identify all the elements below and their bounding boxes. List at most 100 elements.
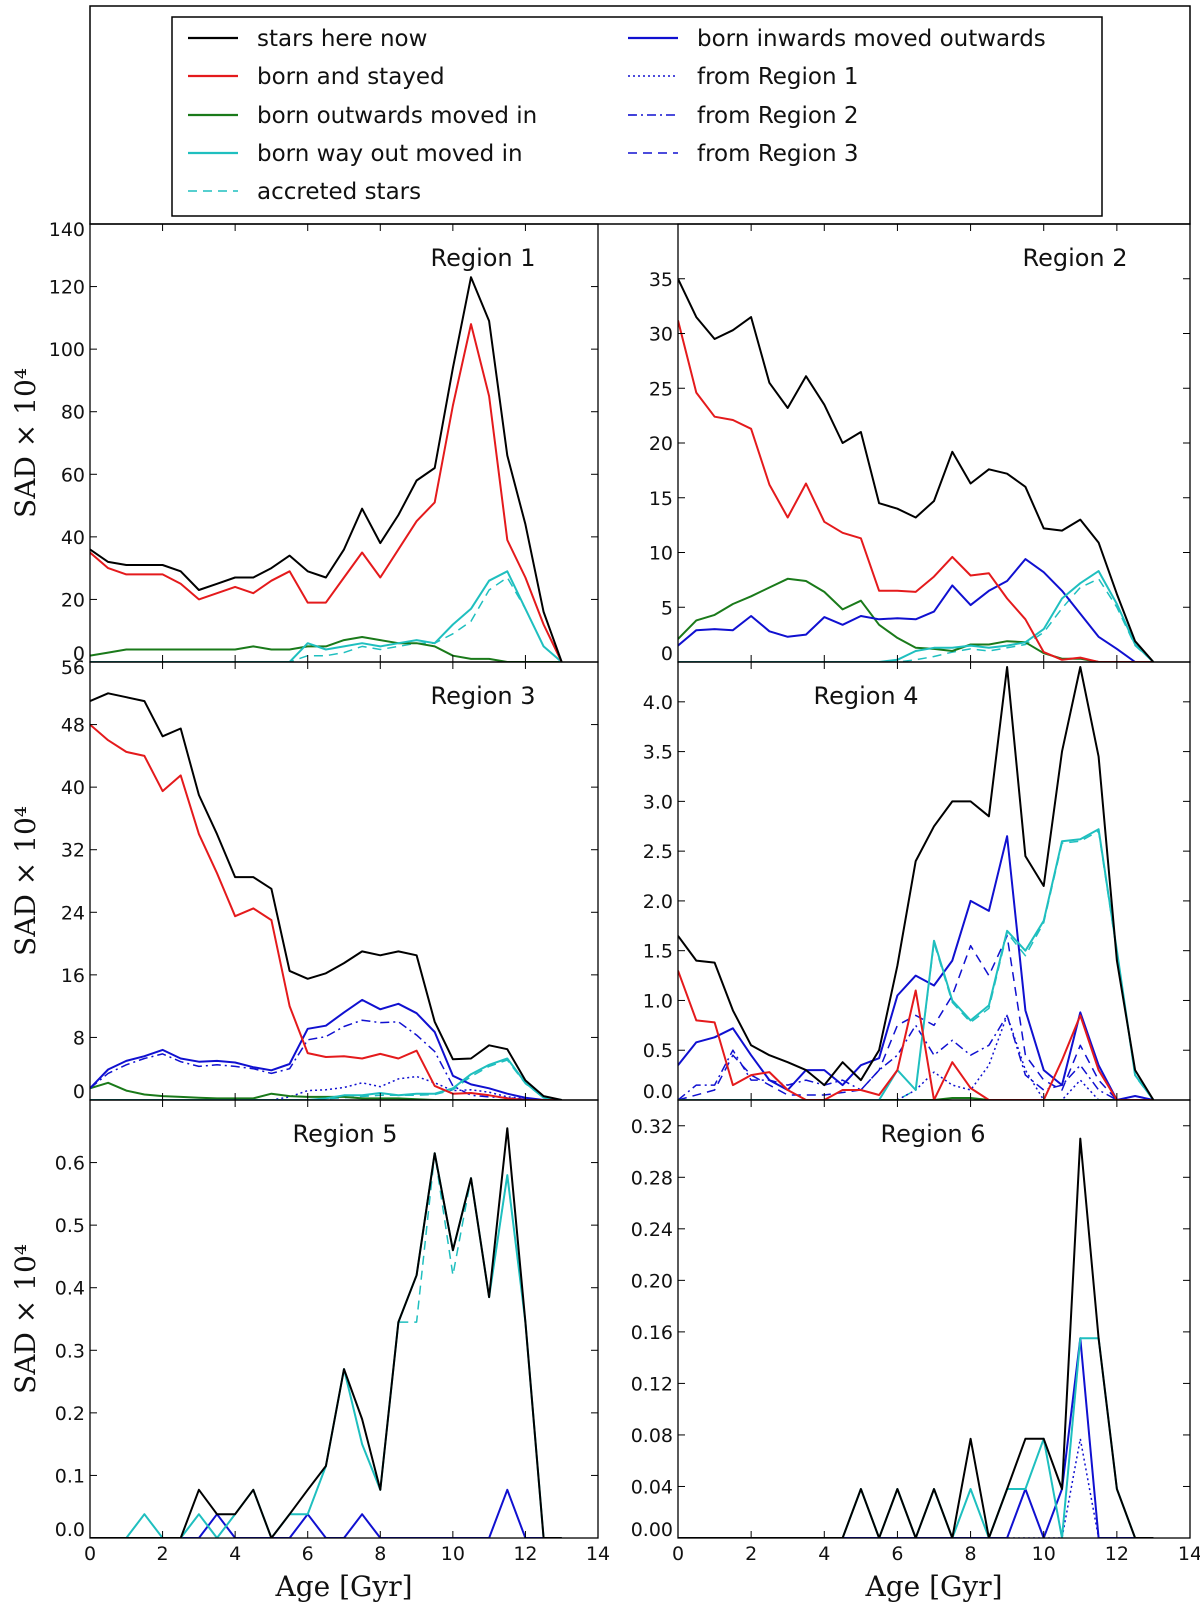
series-stars-here-now [678, 1137, 1154, 1538]
series-accreted-stars [90, 1059, 562, 1100]
x-tick-label: 2 [745, 1543, 757, 1565]
y-tick-label: 24 [61, 902, 85, 924]
panel-frame [677, 661, 1191, 1101]
series-born-and-stayed [678, 970, 1154, 1100]
panel-frame [89, 1099, 599, 1539]
series-born-outwards-moved-in [90, 636, 562, 662]
y-tick-label: 2.5 [643, 841, 673, 863]
legend-label-from-region-1: from Region 1 [697, 64, 859, 90]
y-tick-label: 1.5 [643, 941, 673, 963]
series-born-inwards-moved-outwards [678, 558, 1154, 662]
y-tick-label: 35 [649, 269, 673, 291]
series-born-and-stayed [90, 723, 562, 1100]
series-born-inwards-moved-outwards [678, 1337, 1154, 1538]
panel-title: Region 5 [292, 1120, 397, 1148]
y-tick-label: 100 [49, 339, 85, 361]
series-born-outwards-moved-in [90, 1081, 562, 1100]
legend-label-born-and-stayed: born and stayed [257, 64, 445, 90]
series-accreted-stars [678, 830, 1154, 1100]
panel-region-1: 0 20 40 60 80 100 120 140 Region 1 SAD × 10⁴ [9, 219, 599, 665]
y-tick-label: 40 [61, 527, 85, 549]
y-axis-label: SAD × 10⁴ [9, 368, 42, 518]
panel-region-6: 0.00 0.04 0.08 0.12 0.16 0.20 0.24 0.28 0.32 0 2 4 6… [631, 1099, 1200, 1603]
y-tick-label: 0.0 [55, 1519, 85, 1541]
legend-label-from-region-3: from Region 3 [697, 141, 859, 167]
y-tick-label: 16 [61, 965, 85, 987]
legend-frame [89, 5, 1191, 225]
legend-label-born-way-out-moved-in: born way out moved in [257, 141, 523, 167]
y-tick-label: 80 [61, 402, 85, 424]
x-tick-label: 6 [891, 1543, 903, 1565]
y-tick-label: 0.20 [631, 1270, 673, 1292]
x-tick-label: 4 [229, 1543, 241, 1565]
series-born-and-stayed [678, 320, 1154, 662]
series-from-region-2 [678, 1014, 1118, 1100]
panel-region-2: 0 5 10 15 20 25 30 35 Region 2 [649, 223, 1191, 665]
y-tick-label: 30 [649, 324, 673, 346]
x-tick-label: 12 [1105, 1543, 1129, 1565]
y-tick-label: 0.16 [631, 1322, 673, 1344]
series-from-region-1 [271, 1075, 544, 1100]
series-born-outwards-moved-in [678, 1097, 1154, 1100]
y-tick-label: 0.2 [55, 1403, 85, 1425]
series-from-region-3 [678, 935, 1118, 1100]
x-tick-label: 0 [672, 1543, 684, 1565]
series-group [678, 666, 1155, 1100]
legend-label-accreted-stars: accreted stars [257, 179, 421, 205]
y-tick-label: 20 [649, 433, 673, 455]
y-tick-label: 0.32 [631, 1116, 673, 1138]
panel-frame [89, 223, 599, 663]
x-tick-label: 10 [441, 1543, 465, 1565]
series-born-inwards-moved-outwards [90, 1488, 562, 1538]
x-tick-label: 8 [965, 1543, 977, 1565]
y-tick-label: 0.12 [631, 1373, 673, 1395]
legend-label-from-region-2: from Region 2 [697, 103, 859, 129]
series-from-region-1 [897, 1014, 1117, 1100]
y-tick-label: 20 [61, 589, 85, 611]
legend-inner-box [171, 16, 1103, 217]
panel-title: Region 6 [880, 1120, 985, 1148]
series-group [90, 276, 563, 662]
series-accreted-stars [90, 576, 563, 662]
series-stars-here-now [90, 276, 563, 662]
y-tick-label: 0.0 [643, 1081, 673, 1103]
y-tick-label: 140 [49, 219, 85, 241]
x-tick-label: 8 [374, 1543, 386, 1565]
y-tick-label: 8 [73, 1027, 85, 1049]
series-from-region-1 [678, 1438, 1154, 1538]
x-axis-label: Age [Gyr] [864, 1570, 1002, 1603]
panel-region-3: 0 8 16 24 32 40 48 56 Region 3 SAD × 10⁴ [9, 657, 599, 1103]
y-tick-label: 4.0 [643, 692, 673, 714]
y-tick-label: 0 [73, 643, 85, 665]
x-tick-label: 0 [84, 1543, 96, 1565]
y-tick-label: 1.0 [643, 990, 673, 1012]
panel-title: Region 3 [430, 682, 535, 710]
panel-title: Region 1 [430, 244, 535, 272]
series-born-and-stayed [90, 323, 563, 662]
panel-frame [89, 661, 599, 1101]
y-axis-label: SAD × 10⁴ [9, 806, 42, 956]
y-tick-label: 40 [61, 777, 85, 799]
x-tick-label: 4 [818, 1543, 830, 1565]
y-tick-label: 2.0 [643, 891, 673, 913]
series-born-way-out-moved-in [678, 828, 1155, 1100]
y-tick-label: 5 [661, 597, 673, 619]
series-group [678, 278, 1155, 662]
y-tick-label: 0.28 [631, 1167, 673, 1189]
panel-frame [677, 1099, 1191, 1539]
series-group [678, 1137, 1154, 1538]
series-born-way-out-moved-in [90, 570, 563, 662]
panel-region-4: 0.0 0.5 1.0 1.5 2.0 2.5 3.0 3.5 4.0 Region 4 [643, 661, 1191, 1103]
series-born-way-out-moved-in [678, 570, 1155, 662]
series-from-region-2 [90, 1019, 562, 1100]
series-group [90, 1127, 562, 1538]
y-tick-label: 0 [661, 643, 673, 665]
y-tick-label: 32 [61, 840, 85, 862]
series-stars-here-now [678, 666, 1155, 1100]
x-tick-label: 14 [586, 1543, 610, 1565]
y-tick-label: 56 [61, 657, 85, 679]
y-tick-label: 10 [649, 543, 673, 565]
series-born-inwards-moved-outwards [678, 835, 1154, 1100]
y-tick-label: 48 [61, 715, 85, 737]
